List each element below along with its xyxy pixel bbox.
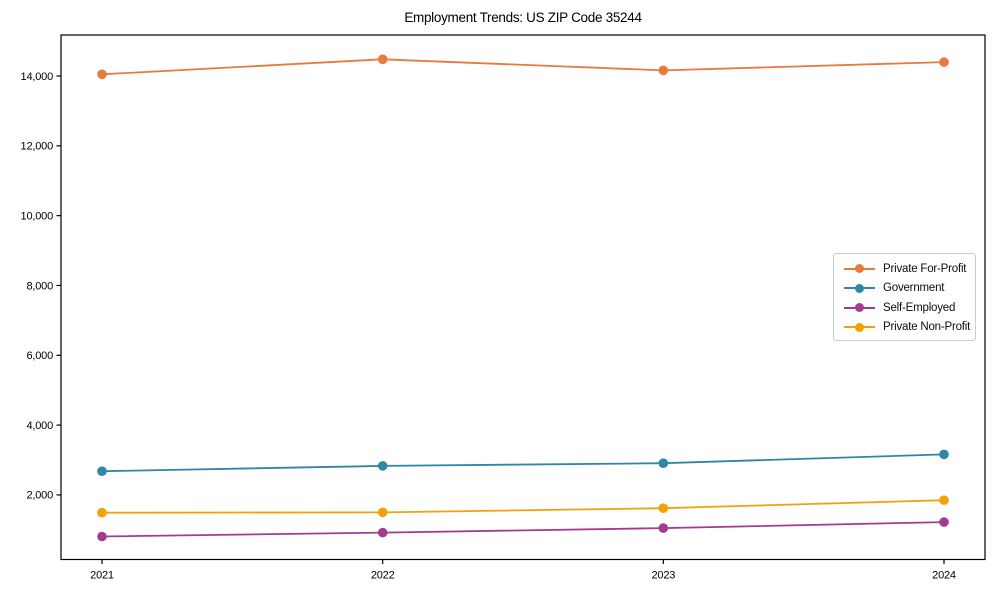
y-tick-label: 4,000 — [26, 420, 53, 432]
x-tick-label: 2022 — [371, 570, 395, 582]
data-point — [658, 523, 669, 533]
y-tick-label: 6,000 — [26, 350, 53, 362]
series-line-private-for-profit — [101, 58, 945, 76]
data-point — [97, 531, 107, 542]
legend-item-self-employed: Self-Employed — [844, 298, 975, 318]
x-tick-label: 2023 — [651, 570, 675, 582]
data-point — [939, 57, 949, 67]
legend-item-government: Government — [844, 279, 975, 299]
data-point — [377, 461, 388, 471]
y-tick-label: 2,000 — [26, 490, 53, 502]
legend-item-private-non-profit: Private Non-Profit — [844, 318, 975, 338]
legend-label: Self-Employed — [883, 301, 956, 314]
y-tick-label: 14,000 — [21, 71, 54, 83]
y-tick-label: 8,000 — [26, 280, 53, 292]
series-line-private-non-profit — [101, 499, 945, 514]
x-tick-label: 2024 — [932, 570, 956, 582]
x-tick-label: 2021 — [90, 570, 114, 582]
data-point — [377, 54, 388, 65]
data-point — [658, 65, 669, 76]
chart-title: Employment Trends: US ZIP Code 35244 — [404, 10, 642, 25]
legend-item-private-for-profit: Private For-Profit — [844, 259, 975, 279]
series-line-self-employed — [101, 521, 945, 538]
data-point — [939, 449, 949, 460]
data-point — [658, 458, 669, 469]
y-tick-label: 10,000 — [21, 210, 54, 222]
data-point — [377, 507, 388, 518]
data-point — [939, 495, 949, 506]
chart-legend: Private For-Profit Government Self-Employe… — [833, 253, 976, 341]
data-point — [377, 527, 388, 538]
data-point — [97, 466, 107, 477]
data-point — [658, 503, 669, 513]
data-point — [939, 517, 949, 527]
legend-line-marker-icon — [844, 322, 875, 332]
legend-label: Private Non-Profit — [883, 321, 971, 334]
y-tick-label: 12,000 — [21, 141, 54, 153]
legend-line-marker-icon — [844, 283, 875, 293]
data-point — [97, 507, 107, 518]
legend-line-marker-icon — [844, 264, 875, 274]
series-line-government — [101, 453, 945, 473]
data-point — [97, 69, 107, 80]
legend-label: Government — [883, 282, 945, 295]
plot-border — [60, 34, 986, 561]
legend-label: Private For-Profit — [883, 262, 967, 275]
legend-line-marker-icon — [844, 303, 875, 313]
